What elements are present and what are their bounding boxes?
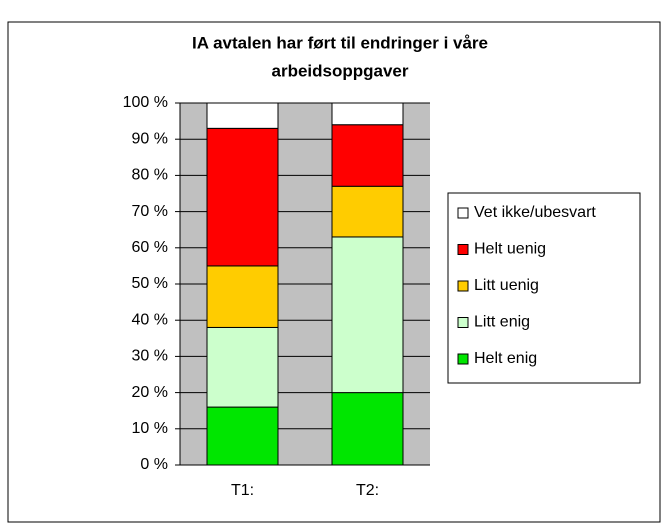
- legend-swatch: [457, 207, 469, 219]
- y-tick-label: 10 %: [132, 420, 168, 437]
- legend-label: Litt uenig: [474, 277, 539, 294]
- y-tick-label: 40 %: [132, 311, 168, 328]
- y-tick-label: 50 %: [132, 275, 168, 292]
- y-tick-label: 70 %: [132, 203, 168, 220]
- y-tick-label: 60 %: [132, 239, 168, 256]
- legend-swatch: [457, 353, 469, 365]
- y-tick-label: 80 %: [132, 167, 168, 184]
- legend-swatch: [457, 244, 469, 255]
- bar-segment: [206, 265, 279, 328]
- x-tick-label: T2:: [356, 482, 379, 499]
- bar-segment: [331, 236, 404, 394]
- legend-label: Vet ikke/ubesvart: [474, 204, 596, 221]
- bar-segment: [331, 392, 404, 466]
- y-tick-label: 30 %: [132, 348, 168, 365]
- legend-label: Helt uenig: [474, 241, 546, 258]
- y-tick-label: 20 %: [132, 384, 168, 401]
- legend-swatch: [457, 317, 469, 328]
- legend-label: Helt enig: [474, 350, 537, 367]
- legend-label: Litt enig: [474, 314, 530, 331]
- y-tick-label: 90 %: [132, 130, 168, 147]
- bar-segment: [206, 406, 279, 466]
- chart-title: arbeidsoppgaver: [272, 61, 409, 80]
- bar-segment: [331, 185, 404, 238]
- x-tick-label: T1:: [231, 482, 254, 499]
- bar-segment: [206, 127, 279, 267]
- y-tick-label: 100 %: [123, 94, 168, 111]
- legend-swatch: [457, 280, 469, 292]
- bar-segment: [206, 326, 279, 408]
- bar-segment: [331, 124, 404, 187]
- bar-segment: [206, 102, 279, 129]
- y-tick-label: 0 %: [140, 456, 168, 473]
- bar-segment: [331, 102, 404, 126]
- chart-title: IA avtalen har ført til endringer i våre: [192, 33, 488, 52]
- legend-box: [447, 192, 641, 384]
